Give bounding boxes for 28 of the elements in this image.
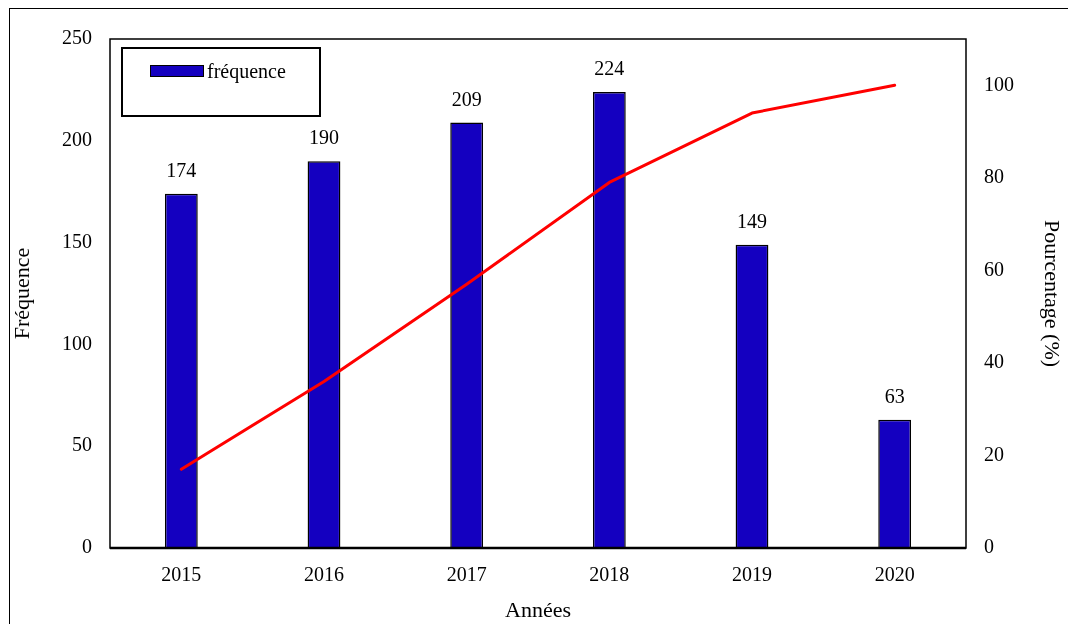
y2-tick-label: 80 [984, 165, 1004, 188]
y-tick-label: 200 [62, 128, 92, 151]
y-tick-label: 250 [62, 26, 92, 49]
y2-axis-title: Pourcentage (%) [1040, 219, 1066, 368]
y2-tick-label: 100 [984, 72, 1014, 95]
y2-tick-label: 60 [984, 257, 1004, 280]
legend-label: fréquence [207, 59, 286, 83]
y2-tick-label: 0 [984, 535, 994, 558]
y-tick-label: 50 [72, 433, 92, 456]
y-tick-label: 0 [82, 535, 92, 558]
x-tick-label: 2015 [161, 563, 202, 586]
x-tick-label: 2017 [446, 563, 487, 586]
data-label: 149 [737, 209, 767, 232]
data-label: 209 [451, 87, 482, 110]
y-axis-title: Fréquence [8, 247, 34, 340]
y2-tick-label: 40 [984, 350, 1004, 373]
x-tick-label: 2016 [304, 563, 344, 586]
x-axis-title: Années [505, 596, 571, 622]
data-label: 190 [309, 126, 339, 149]
data-label: 63 [884, 384, 905, 407]
x-tick-label: 2019 [732, 563, 772, 586]
y-tick-label: 150 [62, 229, 92, 252]
x-tick-label: 2020 [874, 563, 915, 586]
data-label: 224 [594, 57, 625, 80]
y-tick-label: 100 [62, 331, 92, 354]
data-label: 174 [166, 158, 197, 181]
y2-tick-label: 20 [984, 442, 1004, 465]
x-tick-label: 2018 [589, 563, 630, 586]
